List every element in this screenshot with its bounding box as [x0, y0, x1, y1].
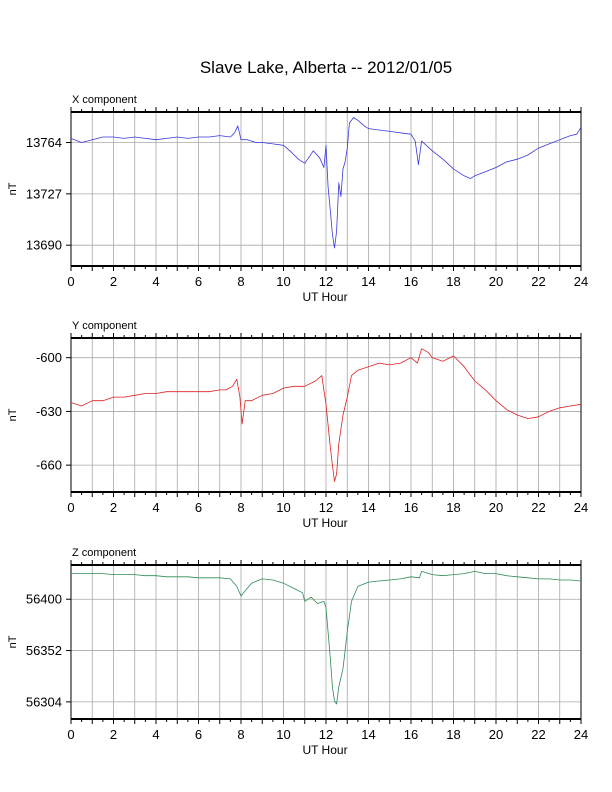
- series-line-1: [70, 117, 582, 249]
- x-axis-label: UT Hour: [302, 290, 347, 304]
- x-tick-label: 20: [489, 274, 503, 289]
- x-tick-label: 0: [67, 274, 74, 289]
- x-tick-label: 6: [195, 274, 202, 289]
- x-tick-label: 4: [152, 274, 159, 289]
- x-tick-label: 4: [152, 500, 159, 515]
- x-tick-label: 14: [361, 500, 375, 515]
- x-tick-label: 18: [446, 274, 460, 289]
- x-tick-label: 10: [276, 500, 290, 515]
- x-tick-label: 6: [195, 500, 202, 515]
- y-tick-label: -600: [36, 350, 62, 365]
- x-tick-label: 14: [361, 727, 375, 742]
- panel-title: Z component: [72, 547, 136, 559]
- panel-title: Y component: [72, 320, 137, 332]
- x-tick-label: 22: [531, 500, 545, 515]
- x-tick-label: 18: [446, 500, 460, 515]
- x-tick-label: 6: [195, 727, 202, 742]
- panel-title: X component: [72, 94, 137, 106]
- y-axis-label: nT: [7, 635, 19, 648]
- x-tick-label: 8: [237, 274, 244, 289]
- x-tick-label: 4: [152, 727, 159, 742]
- y-tick-label: 13690: [26, 238, 62, 253]
- y-tick-label: 56304: [26, 694, 62, 709]
- x-tick-label: 24: [574, 500, 588, 515]
- x-tick-label: 8: [237, 500, 244, 515]
- series-line-2: [70, 348, 582, 482]
- y-axis-label: nT: [7, 408, 19, 421]
- x-tick-label: 8: [237, 727, 244, 742]
- x-tick-label: 12: [319, 274, 333, 289]
- y-tick-label: 13727: [26, 186, 62, 201]
- x-tick-label: 2: [110, 500, 117, 515]
- y-tick-label: -660: [36, 458, 62, 473]
- figure-title: Slave Lake, Alberta -- 2012/01/05: [199, 58, 453, 77]
- x-tick-label: 18: [446, 727, 460, 742]
- y-tick-label: 13764: [26, 135, 62, 150]
- x-tick-label: 16: [404, 727, 418, 742]
- x-tick-label: 12: [319, 500, 333, 515]
- x-tick-label: 16: [404, 274, 418, 289]
- x-axis-label: UT Hour: [302, 743, 347, 757]
- y-tick-label: -630: [36, 404, 62, 419]
- x-tick-label: 22: [531, 727, 545, 742]
- x-tick-label: 2: [110, 274, 117, 289]
- x-tick-label: 20: [489, 727, 503, 742]
- x-tick-label: 0: [67, 727, 74, 742]
- x-axis-label: UT Hour: [302, 516, 347, 530]
- series-line-3: [71, 571, 582, 705]
- x-tick-label: 0: [67, 500, 74, 515]
- x-tick-label: 24: [574, 274, 588, 289]
- y-axis-label: nT: [7, 182, 19, 195]
- x-tick-label: 10: [276, 727, 290, 742]
- x-tick-label: 22: [531, 274, 545, 289]
- x-tick-label: 20: [489, 500, 503, 515]
- x-tick-label: 10: [276, 274, 290, 289]
- y-tick-label: 56400: [26, 592, 62, 607]
- x-tick-label: 16: [404, 500, 418, 515]
- x-tick-label: 14: [361, 274, 375, 289]
- x-tick-label: 2: [110, 727, 117, 742]
- x-tick-label: 12: [319, 727, 333, 742]
- y-tick-label: 56352: [26, 643, 62, 658]
- x-tick-label: 24: [574, 727, 588, 742]
